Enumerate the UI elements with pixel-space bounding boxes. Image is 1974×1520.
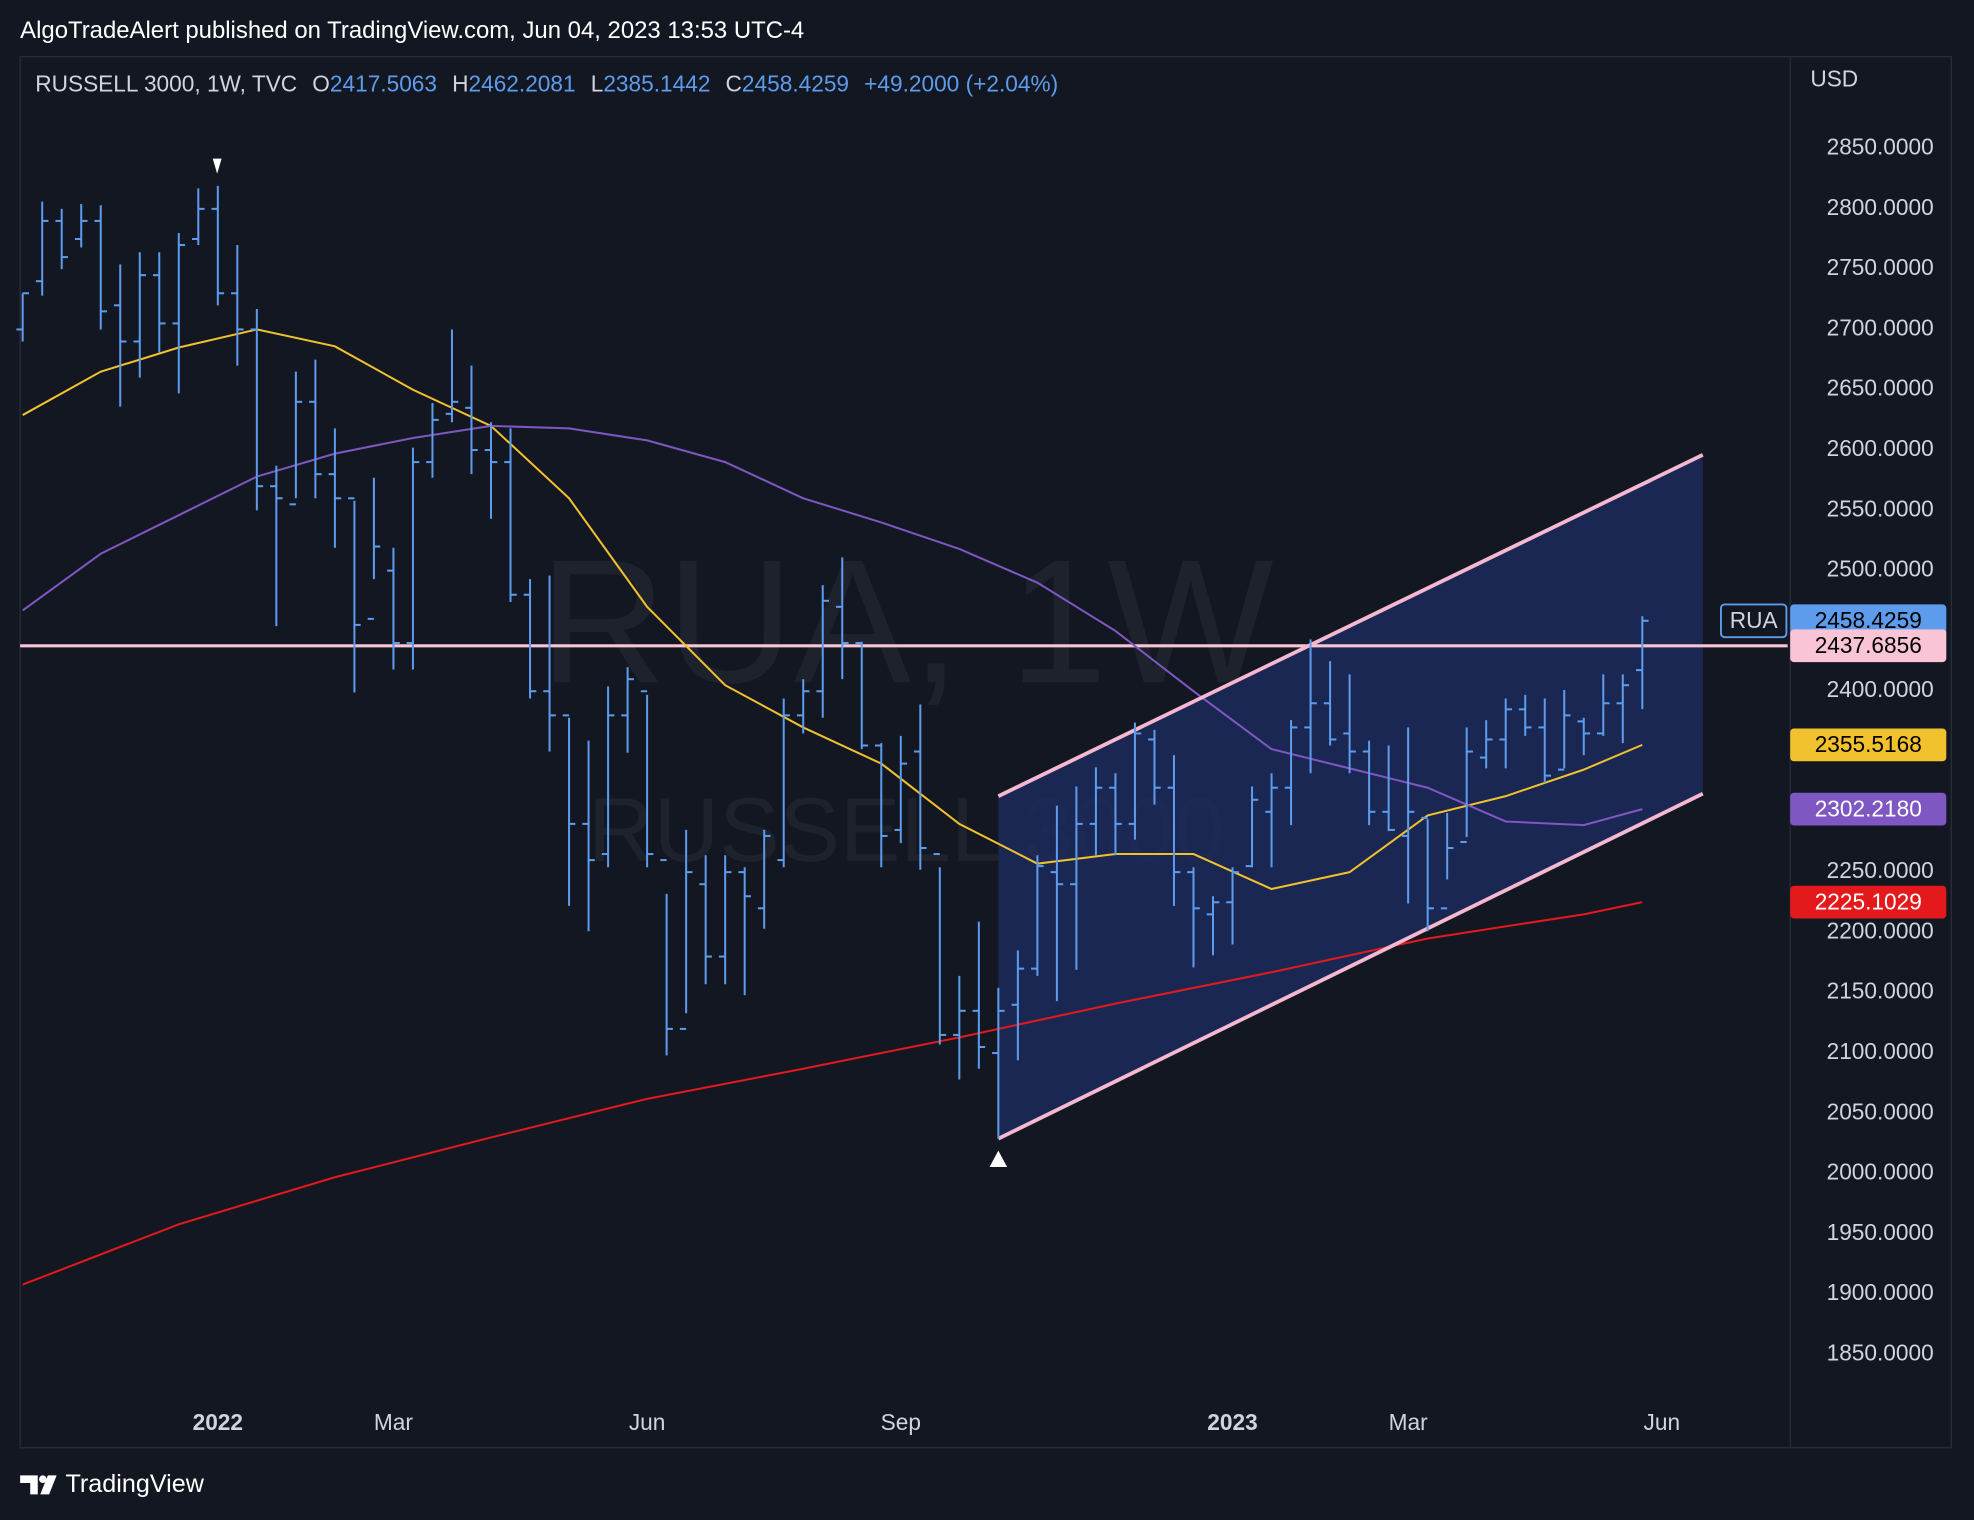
ma-price-box [1790,728,1947,762]
x-tick-label: 2023 [1207,1409,1257,1435]
channel-line [997,453,1704,798]
y-tick-label: 2500.0000 [1827,556,1934,582]
x-tick-label: Sep [881,1409,921,1435]
legend-open: 2417.5063 [330,71,437,97]
legend: RUSSELL 3000, 1W, TVC O2417.5063 H2462.208… [35,71,1058,97]
x-tick-label: 2022 [193,1409,243,1435]
legend-h: H [452,71,468,97]
ma-price-box [1790,885,1947,919]
y-tick-label: 2100.0000 [1827,1038,1934,1064]
ma-price-box [1790,792,1947,826]
legend-high: 2462.2081 [469,71,576,97]
y-tick-label: 2050.0000 [1827,1098,1934,1124]
footer: TradingView [65,1470,204,1498]
ma-price-label: 2355.5168 [1815,731,1922,757]
plot [16,185,1788,1286]
high-marker [212,158,222,174]
y-tick-label: 1850.0000 [1827,1340,1934,1366]
y-tick-label: 2850.0000 [1827,134,1934,160]
moving-average [22,901,1643,1286]
y-tick-label: 2150.0000 [1827,978,1934,1004]
y-tick-label: 2650.0000 [1827,375,1934,401]
ma-price-label: 2225.1029 [1815,888,1922,914]
logo-dot [39,1475,47,1483]
y-tick-label: 1950.0000 [1827,1219,1934,1245]
legend-symbol: RUSSELL 3000, 1W, TVC [35,71,297,97]
last-price-label-box [1790,604,1947,638]
y-tick-label: 2700.0000 [1827,314,1934,340]
y-tick-label: 2600.0000 [1827,435,1934,461]
channel-line [997,792,1704,1141]
x-tick-label: Mar [1389,1409,1428,1435]
legend-low: 2385.1442 [603,71,710,97]
x-tick-label: Mar [374,1409,413,1435]
moving-average [22,328,1643,891]
currency: USD [1810,66,1858,92]
x-tick-label: Jun [629,1409,666,1435]
channel-fill [998,454,1703,1139]
ma-price-label: 2302.2180 [1815,795,1922,821]
legend-change: +49.2000 (+2.04%) [864,71,1058,97]
ticker-label: RUA [1730,607,1779,633]
tv-logo [20,1475,57,1495]
y-tick-label: 2750.0000 [1827,254,1934,280]
low-marker [989,1150,1008,1168]
y-tick-label: 2800.0000 [1827,194,1934,220]
y-tick-label: 2000.0000 [1827,1159,1934,1185]
y-tick-label: 1900.0000 [1827,1279,1934,1305]
y-tick-label: 2200.0000 [1827,917,1934,943]
legend-o: O [312,71,330,97]
header: AlgoTradeAlert published on TradingView.… [20,17,804,44]
hline-price-label: 2437.6856 [1815,632,1922,658]
y-tick-label: 2250.0000 [1827,857,1934,883]
x-tick-label: Jun [1644,1409,1681,1435]
logo-icon [20,1475,57,1495]
legend-c: C [726,71,742,97]
watermark: RUA, 1W [539,523,1273,720]
last-price-label: 2458.4259 [1815,607,1922,633]
hline-price-label-box [1790,629,1947,663]
legend-close: 2458.4259 [742,71,849,97]
legend-l: L [591,71,604,97]
ticker-box [1720,603,1788,639]
y-tick-label: 2400.0000 [1827,676,1934,702]
y-tick-label: 2550.0000 [1827,495,1934,521]
